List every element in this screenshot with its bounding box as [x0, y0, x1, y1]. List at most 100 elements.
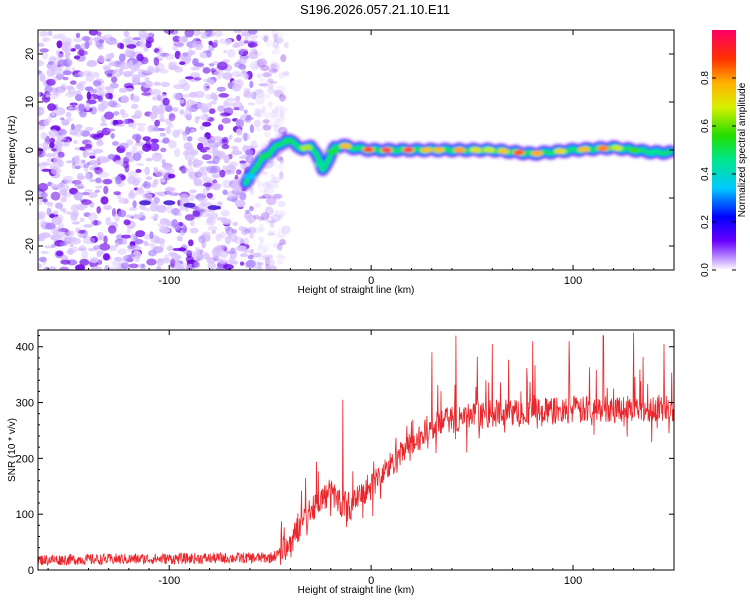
noise-speckle: [262, 112, 273, 119]
noise-speckle: [117, 42, 124, 49]
noise-speckle: [269, 64, 277, 69]
noise-speckle: [40, 250, 49, 254]
noise-speckle: [79, 110, 87, 118]
noise-speckle: [164, 254, 170, 262]
noise-speckle: [61, 133, 67, 141]
noise-speckle: [143, 207, 152, 212]
noise-speckle: [137, 82, 147, 86]
snr-panel: -100 0 100 0 100 200 300 400 Height of straigh…: [7, 329, 675, 596]
noise-speckle: [159, 218, 169, 225]
noise-speckle: [104, 34, 113, 39]
noise-speckle: [189, 193, 195, 202]
noise-speckle: [220, 251, 228, 258]
noise-speckle: [275, 45, 281, 51]
noise-speckle: [180, 165, 187, 174]
noise-speckle: [262, 215, 272, 219]
noise-speckle: [245, 209, 250, 214]
noise-speckle: [114, 242, 119, 248]
noise-speckle: [192, 58, 199, 67]
noise-speckle: [238, 63, 247, 70]
noise-speckle: [195, 116, 201, 120]
noise-speckle: [199, 211, 210, 218]
noise-speckle: [236, 119, 244, 129]
x-tick-label: -100: [158, 575, 180, 587]
noise-speckle: [100, 250, 105, 255]
ridge-hotspot: [326, 148, 339, 155]
noise-speckle: [270, 110, 280, 118]
noise-speckle: [213, 70, 224, 76]
noise-speckle: [147, 125, 154, 133]
noise-speckle: [267, 81, 279, 84]
noise-speckle: [178, 36, 184, 42]
noise-speckle: [76, 83, 83, 90]
noise-speckle: [270, 70, 278, 74]
noise-speckle: [103, 66, 111, 71]
noise-speckle: [130, 233, 136, 242]
noise-speckle: [172, 129, 180, 138]
noise-speckle: [231, 260, 238, 265]
noise-speckle: [208, 63, 215, 67]
noise-speckle: [271, 176, 281, 184]
noise-speckle: [225, 97, 236, 102]
noise-speckle: [176, 128, 184, 134]
noise-speckle: [276, 128, 286, 132]
noise-speckle: [135, 122, 147, 127]
noise-speckle: [84, 143, 93, 149]
noise-speckle: [123, 30, 130, 38]
noise-speckle: [96, 130, 104, 139]
noise-speckle: [263, 131, 271, 138]
noise-speckle: [270, 214, 281, 222]
noise-speckle: [81, 192, 90, 196]
noise-speckle: [38, 147, 43, 156]
colorbar: 0.0 0.2 0.4 0.6 0.8 Normalized spectral ampl…: [700, 30, 748, 277]
noise-speckle: [258, 120, 268, 128]
noise-speckle: [40, 132, 48, 140]
noise-speckle: [202, 121, 212, 127]
noise-speckle: [106, 73, 113, 78]
noise-speckle: [77, 185, 86, 190]
noise-speckle: [95, 85, 101, 94]
noise-speckle: [46, 207, 52, 216]
noise-speckle: [234, 199, 246, 208]
noise-speckle: [201, 240, 207, 249]
noise-speckle: [243, 228, 252, 234]
y-tick-label: 300: [16, 398, 34, 410]
noise-speckle: [51, 62, 59, 69]
noise-speckle: [45, 94, 50, 98]
noise-speckle: [85, 86, 94, 92]
noise-speckle: [64, 119, 71, 124]
noise-speckle: [160, 81, 171, 88]
noise-speckle: [262, 254, 273, 259]
noise-speckle: [106, 40, 111, 45]
snr-series-line: [38, 332, 674, 567]
noise-speckle: [243, 237, 249, 246]
noise-speckle: [59, 242, 68, 247]
noise-speckle: [168, 112, 175, 118]
noise-speckle: [176, 235, 183, 242]
noise-speckle: [50, 191, 61, 201]
noise-speckle: [153, 196, 160, 204]
noise-speckle: [107, 225, 117, 234]
noise-speckle: [103, 185, 109, 195]
noise-speckle: [247, 226, 257, 235]
noise-speckle: [185, 145, 194, 155]
snr-x-ticks: -100 0 100: [47, 330, 655, 587]
noise-speckle: [254, 202, 262, 208]
noise-speckle: [115, 176, 122, 185]
y-tick-label: -20: [24, 238, 36, 254]
noise-speckle: [275, 32, 285, 37]
noise-speckle: [96, 139, 104, 147]
noise-speckle: [237, 48, 248, 52]
noise-speckle: [182, 55, 191, 64]
noise-speckle: [81, 199, 92, 205]
noise-speckle: [278, 213, 284, 220]
noise-speckle: [49, 137, 55, 144]
noise-speckle: [192, 40, 203, 48]
noise-speckle: [277, 252, 283, 258]
noise-speckle: [142, 136, 151, 142]
noise-speckle: [243, 87, 251, 94]
noise-speckle: [278, 242, 289, 246]
noise-speckle: [86, 61, 97, 68]
noise-speckle: [266, 80, 275, 85]
noise-speckle: [257, 180, 262, 190]
